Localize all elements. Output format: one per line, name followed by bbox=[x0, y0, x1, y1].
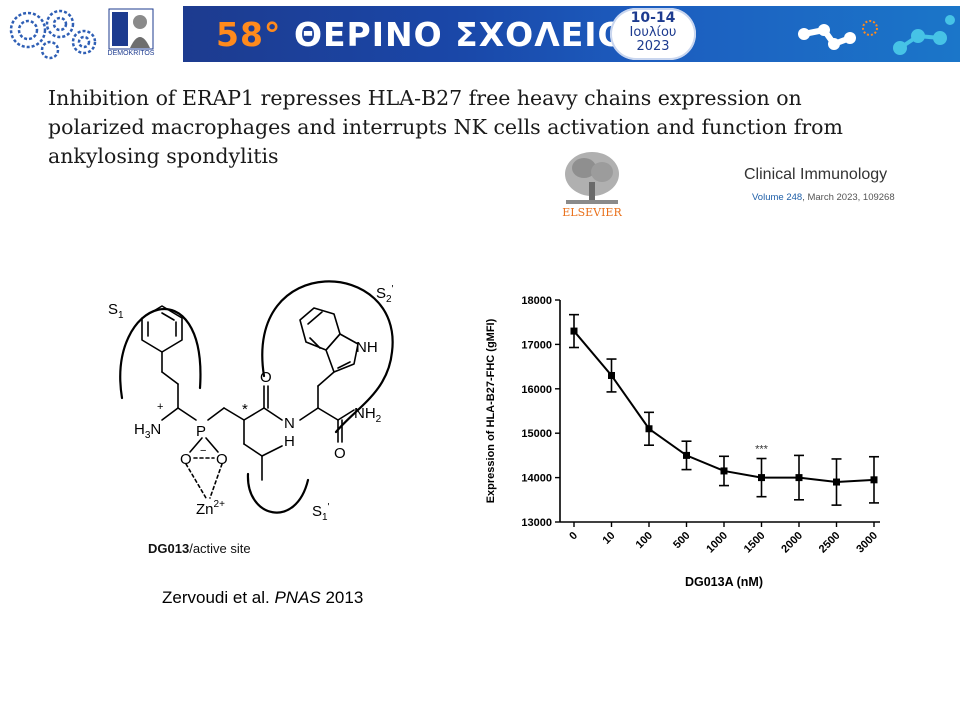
data-point bbox=[720, 467, 728, 475]
amide-n-label: N bbox=[284, 415, 295, 432]
date-badge: 10-14 Ιουλίου 2023 bbox=[610, 8, 696, 60]
amide-oxygen-label: O bbox=[334, 445, 346, 462]
x-tick-label: 2500 bbox=[817, 530, 843, 556]
journal-name: Clinical Immunology bbox=[744, 166, 888, 183]
h3n-label: H3N bbox=[134, 421, 161, 441]
y-tick-label: 15000 bbox=[521, 428, 552, 440]
nh-label: NH bbox=[356, 339, 378, 356]
y-tick-label: 16000 bbox=[521, 384, 552, 396]
x-tick-label: 3000 bbox=[854, 530, 880, 556]
x-tick-label: 1500 bbox=[742, 530, 768, 556]
molecule-decoration-icon bbox=[798, 15, 955, 55]
amide-h-label: H bbox=[284, 433, 295, 450]
logo-caption: DEMOKRITOS bbox=[107, 50, 155, 57]
y-axis-label: Expression of HLA-B27-FHC (gMFI) bbox=[485, 318, 497, 503]
data-point bbox=[608, 371, 615, 379]
data-point bbox=[758, 474, 765, 482]
citation-year: 2013 bbox=[320, 588, 364, 607]
x-tick-label: 2000 bbox=[779, 530, 805, 556]
x-tick-label: 100 bbox=[634, 530, 655, 551]
indole-benzene-ring bbox=[299, 307, 341, 351]
paper-title: Inhibition of ERAP1 represses HLA-B27 fr… bbox=[48, 86, 843, 168]
s1p-pocket-arc bbox=[246, 472, 310, 514]
demokritos-logo bbox=[108, 8, 154, 60]
data-point bbox=[870, 476, 878, 484]
x-tick-label: 1000 bbox=[704, 530, 730, 556]
plus-charge: + bbox=[157, 401, 163, 413]
date-range: 10-14 bbox=[630, 10, 676, 26]
minus-charge: − bbox=[200, 445, 206, 457]
hla-b27-expression-chart: 13000 14000 15000 16000 17000 18000 0 10 100 500 1… bbox=[485, 295, 880, 589]
data-point bbox=[795, 474, 803, 482]
oxygen-right-label: O bbox=[216, 451, 228, 468]
oxygen-left-label: O bbox=[180, 451, 192, 468]
data-point bbox=[645, 425, 653, 433]
data-point bbox=[833, 478, 840, 486]
s2-prime-label: S2' bbox=[376, 284, 394, 305]
caption-rest: /active site bbox=[189, 541, 251, 556]
journal-volume: Volume 248, March 2023, 109268 bbox=[752, 192, 895, 203]
data-point bbox=[683, 451, 690, 459]
gear-logo-icon bbox=[9, 9, 97, 60]
data-point bbox=[570, 327, 578, 335]
date-month: Ιουλίου bbox=[629, 25, 677, 40]
s1-label: S1 bbox=[108, 301, 124, 321]
nh2-label: NH2 bbox=[354, 405, 382, 425]
citation: Zervoudi et al. PNAS 2013 bbox=[162, 588, 363, 608]
volume-date: , March 2023, 109268 bbox=[802, 192, 895, 203]
elsevier-tree-logo bbox=[560, 148, 624, 220]
indole-pyrrole-ring bbox=[325, 333, 359, 373]
date-year: 2023 bbox=[636, 39, 670, 54]
header-banner: DEMOKRITOS 58° ΘΕΡΙΝΟ ΣΧΟΛΕΙΟ 10-14 Ιουλ… bbox=[0, 0, 960, 66]
structure-caption: DG013/active site bbox=[148, 541, 251, 556]
volume-link[interactable]: Volume 248 bbox=[752, 192, 803, 203]
school-title: ΘΕΡΙΝΟ ΣΧΟΛΕΙΟ bbox=[293, 15, 627, 54]
x-tick-label: 500 bbox=[671, 530, 692, 551]
zinc-label: Zn2+ bbox=[196, 499, 225, 518]
carbonyl-oxygen-label: O bbox=[260, 369, 272, 386]
compound-name: DG013 bbox=[148, 541, 190, 556]
y-tick-label: 18000 bbox=[521, 295, 552, 307]
x-tick-label: 0 bbox=[567, 530, 580, 543]
s1-pocket-arc bbox=[119, 308, 202, 400]
y-tick-label: 17000 bbox=[521, 339, 552, 351]
y-tick-label: 13000 bbox=[521, 517, 552, 529]
citation-journal: PNAS bbox=[274, 588, 321, 607]
edition-number: 58° bbox=[216, 15, 282, 54]
y-tick-label: 14000 bbox=[521, 473, 552, 485]
banner-title: 58° ΘΕΡΙΝΟ ΣΧΟΛΕΙΟ bbox=[216, 10, 627, 60]
stereo-star: * bbox=[242, 401, 248, 418]
publisher-name: ELSEVIER bbox=[562, 206, 622, 219]
citation-authors: Zervoudi et al. bbox=[162, 588, 275, 607]
significance-annotation: *** bbox=[755, 444, 769, 456]
x-tick-label: 10 bbox=[600, 530, 617, 547]
phosphorus-label: P bbox=[196, 423, 206, 440]
s1-prime-label: S1' bbox=[312, 502, 330, 523]
x-axis-label: DG013A (nM) bbox=[685, 575, 763, 589]
s2-pocket-arc bbox=[261, 280, 394, 434]
dg013-structure-diagram: S1 S2' S1' NH H3N + P O O − * O N H O NH… bbox=[108, 280, 394, 523]
